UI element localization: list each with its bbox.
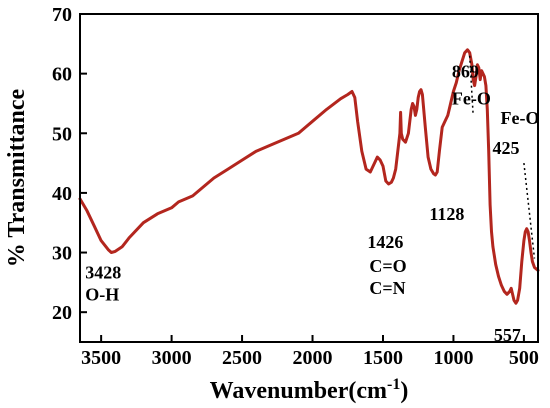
peak-annotation: Fe-O	[501, 108, 540, 128]
x-axis-title-superscript: -1	[387, 376, 400, 393]
peak-annotation: C=O	[369, 256, 406, 276]
peak-annotation: O-H	[85, 285, 119, 305]
transmittance-line	[78, 48, 540, 305]
peak-annotation: 869	[452, 62, 479, 82]
x-tick-label: 1500	[363, 347, 403, 369]
y-tick-label: 50	[52, 123, 72, 145]
peak-annotation: C=N	[369, 278, 405, 298]
leader-line-425	[523, 163, 536, 259]
x-axis-title-suffix: )	[400, 378, 408, 404]
y-tick-label: 20	[52, 302, 72, 324]
plot-frame	[79, 13, 539, 343]
x-tick-label: 500	[509, 347, 539, 369]
ticks-layer: 3500 3000 2500 2000 1500 1000 500 20 30 40 50 60 70	[52, 4, 539, 369]
y-tick-label: 40	[52, 183, 72, 205]
y-tick-label: 70	[52, 4, 72, 26]
x-tick-label: 1000	[433, 347, 473, 369]
peak-annotation: Fe-O	[452, 89, 491, 109]
y-tick-label: 60	[52, 64, 72, 86]
peak-annotation: 1128	[429, 204, 464, 224]
x-tick-label: 2000	[293, 347, 333, 369]
peak-annotation: 3428	[85, 263, 121, 283]
x-tick-label: 3500	[81, 347, 121, 369]
peak-annotation: 425	[493, 138, 520, 158]
peak-annotation: 1426	[367, 232, 403, 252]
x-tick-label: 2500	[222, 347, 262, 369]
axes-layer	[79, 13, 539, 343]
y-tick-label: 30	[52, 243, 72, 265]
x-axis-title: Wavenumber(cm-1)	[210, 376, 409, 404]
peak-annotation: 557	[494, 325, 521, 345]
x-tick-label: 3000	[152, 347, 192, 369]
x-axis-title-main: Wavenumber(cm	[210, 378, 387, 404]
title-layer: Wavenumber(cm-1) % Transmittance	[4, 88, 408, 404]
spectrum-layer	[78, 48, 540, 305]
y-axis-title: % Transmittance	[4, 88, 30, 267]
